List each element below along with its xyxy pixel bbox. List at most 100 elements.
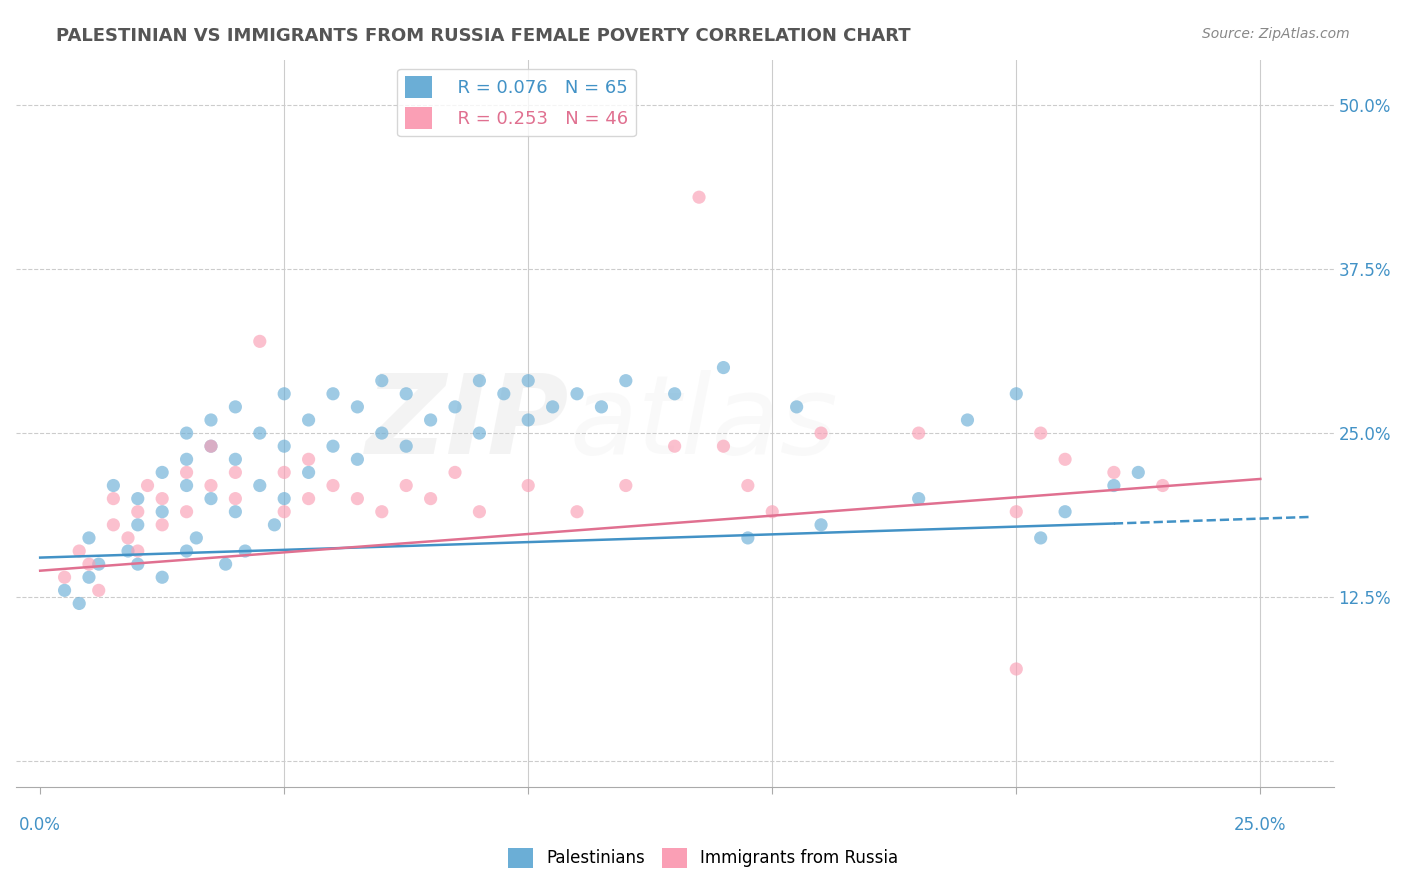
Point (176, 505, 198, 519)
Point (565, 505, 588, 519)
Point (117, 531, 139, 545)
Point (371, 426, 394, 441)
Point (200, 413, 222, 427)
Point (103, 517, 125, 532)
Point (176, 544, 198, 558)
Point (249, 334, 271, 349)
Point (713, 439, 735, 453)
Point (810, 426, 832, 441)
Point (737, 531, 759, 545)
Text: atlas: atlas (569, 370, 838, 476)
Point (186, 531, 208, 545)
Point (150, 570, 173, 584)
Point (103, 478, 125, 492)
Legend:   R = 0.076   N = 65,   R = 0.253   N = 46: R = 0.076 N = 65, R = 0.253 N = 46 (398, 69, 636, 136)
Point (346, 491, 368, 506)
Point (1054, 505, 1077, 519)
Point (468, 374, 491, 388)
Point (77, 531, 100, 545)
Point (1005, 386, 1028, 401)
Point (1128, 466, 1150, 480)
Point (1005, 505, 1028, 519)
Point (395, 478, 418, 492)
Point (273, 466, 295, 480)
Point (517, 413, 540, 427)
Point (614, 478, 637, 492)
Text: 0.0%: 0.0% (20, 816, 60, 834)
Point (150, 517, 173, 532)
Point (1152, 478, 1174, 492)
Text: ZIP: ZIP (366, 370, 569, 476)
Point (810, 517, 832, 532)
Point (688, 190, 710, 204)
Point (541, 400, 564, 414)
Point (297, 413, 319, 427)
Point (591, 400, 613, 414)
Point (249, 478, 271, 492)
Point (907, 426, 929, 441)
Point (67, 597, 90, 611)
Point (322, 439, 344, 453)
Point (273, 491, 295, 506)
Point (176, 452, 198, 467)
Point (224, 505, 246, 519)
Point (150, 491, 173, 506)
Point (664, 386, 686, 401)
Point (1029, 426, 1052, 441)
Legend: Palestinians, Immigrants from Russia: Palestinians, Immigrants from Russia (501, 841, 905, 875)
Point (468, 426, 491, 441)
Point (53, 583, 76, 598)
Point (664, 439, 686, 453)
Point (346, 452, 368, 467)
Point (127, 491, 149, 506)
Point (395, 439, 418, 453)
Point (1102, 466, 1125, 480)
Point (214, 557, 236, 571)
Point (77, 570, 100, 584)
Point (614, 374, 637, 388)
Point (103, 491, 125, 506)
Point (263, 517, 285, 532)
Point (87, 557, 110, 571)
Point (200, 491, 222, 506)
Point (87, 583, 110, 598)
Point (224, 400, 246, 414)
Point (176, 466, 198, 480)
Point (322, 386, 344, 401)
Point (127, 517, 149, 532)
Point (200, 439, 222, 453)
Point (1029, 531, 1052, 545)
Point (956, 413, 979, 427)
Point (127, 544, 149, 558)
Point (136, 478, 159, 492)
Point (737, 478, 759, 492)
Point (444, 400, 467, 414)
Point (761, 505, 783, 519)
Point (517, 478, 540, 492)
Point (224, 466, 246, 480)
Point (371, 374, 394, 388)
Point (127, 557, 149, 571)
Point (273, 505, 295, 519)
Point (200, 478, 222, 492)
Point (176, 426, 198, 441)
Point (233, 544, 256, 558)
Point (224, 452, 246, 467)
Point (1005, 662, 1028, 676)
Point (67, 544, 90, 558)
Point (492, 386, 515, 401)
Point (907, 491, 929, 506)
Point (468, 505, 491, 519)
Point (117, 544, 139, 558)
Point (1054, 452, 1077, 467)
Point (713, 360, 735, 375)
Point (150, 505, 173, 519)
Point (444, 466, 467, 480)
Point (1102, 478, 1125, 492)
Point (297, 452, 319, 467)
Point (200, 439, 222, 453)
Point (565, 386, 588, 401)
Point (273, 439, 295, 453)
Point (419, 491, 441, 506)
Point (273, 386, 295, 401)
